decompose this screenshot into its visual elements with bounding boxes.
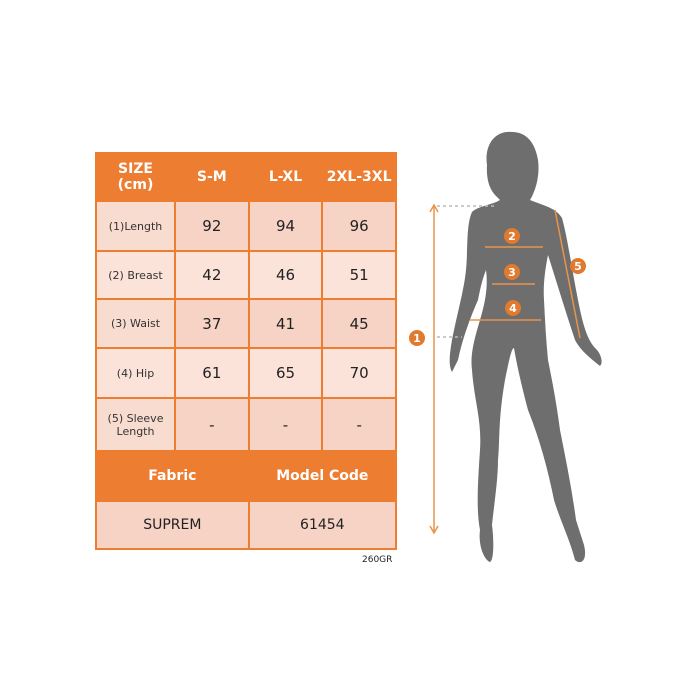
cell: 92 (174, 200, 250, 252)
size-chart-table: SIZE (cm) S-M L-XL 2XL-3XL (1)Length 92 … (95, 152, 398, 550)
cell: 45 (321, 298, 397, 349)
marker-3: 3 (508, 266, 516, 279)
silhouette (449, 131, 602, 563)
table-row: (2) Breast 42 46 51 (95, 250, 397, 300)
cell: 37 (174, 298, 250, 349)
header-2xl-3xl: 2XL-3XL (321, 152, 397, 202)
marker-2: 2 (508, 230, 516, 243)
header-size: SIZE (cm) (95, 152, 176, 202)
table-row: (3) Waist 37 41 45 (95, 298, 397, 349)
cell: 41 (247, 298, 324, 349)
cell: - (321, 397, 397, 452)
header-l-xl: L-XL (247, 152, 324, 202)
weight-label: 260GR (362, 555, 393, 565)
row-label: (4) Hip (95, 347, 176, 399)
marker-badges: 1 2 3 4 5 (409, 228, 586, 346)
sleeve-arrow (554, 209, 581, 339)
cell: 65 (247, 347, 324, 399)
header-s-m: S-M (174, 152, 250, 202)
fabric-header: Fabric (95, 450, 250, 502)
cell: - (247, 397, 324, 452)
cell: 51 (321, 250, 397, 300)
measurement-lines (429, 203, 581, 535)
marker-5: 5 (574, 260, 582, 273)
cell: 94 (247, 200, 324, 252)
row-label: (5) Sleeve Length (95, 397, 176, 452)
cell: 96 (321, 200, 397, 252)
row-label: (1)Length (95, 200, 176, 252)
marker-4: 4 (509, 302, 517, 315)
table-row: (5) Sleeve Length - - - (95, 397, 397, 452)
row-label: (2) Breast (95, 250, 176, 300)
model-code-header: Model Code (247, 450, 398, 502)
marker-1: 1 (413, 332, 421, 345)
fabric-value: SUPREM (95, 500, 250, 550)
table-row: (4) Hip 61 65 70 (95, 347, 397, 399)
model-code-value: 61454 (247, 500, 398, 550)
cell: 61 (174, 347, 250, 399)
cell: - (174, 397, 250, 452)
cell: 70 (321, 347, 397, 399)
cell: 42 (174, 250, 250, 300)
row-label: (3) Waist (95, 298, 176, 349)
table-row: (1)Length 92 94 96 (95, 200, 397, 252)
cell: 46 (247, 250, 324, 300)
